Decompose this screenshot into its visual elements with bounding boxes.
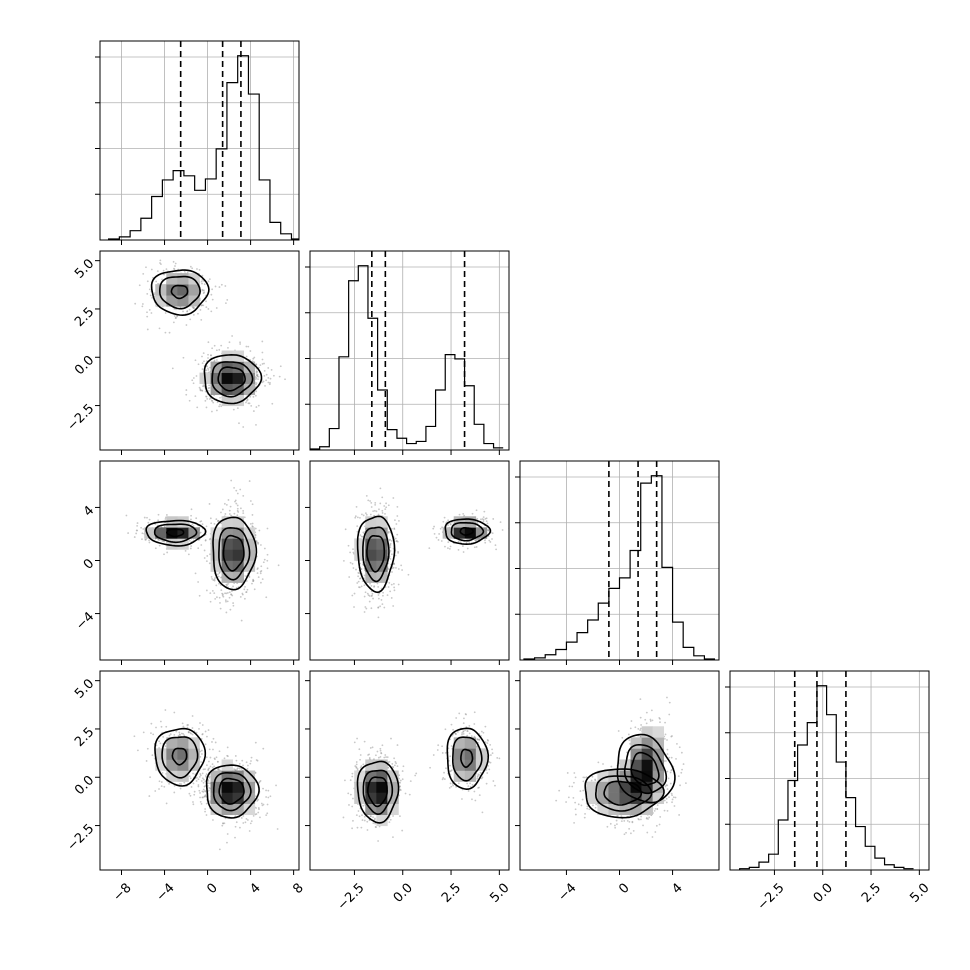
contour-1-0 [212, 516, 258, 591]
joint-panel-1-2 [309, 460, 510, 661]
y-tick-label: 0 [81, 556, 97, 572]
y-tick-label: −4 [73, 609, 97, 633]
joint-panel-0-2 [99, 460, 300, 661]
y-tick-label: 5.0 [72, 256, 97, 281]
joint-panel-2-3 [519, 670, 720, 871]
contour-1-1 [450, 522, 485, 542]
contour-0-2 [630, 751, 660, 787]
y-tick-label: 2.5 [72, 725, 97, 750]
contour-0-1 [362, 769, 394, 816]
x-tick-label: −4 [154, 881, 178, 905]
panel-frame [99, 40, 300, 241]
x-tick-label: −2.5 [755, 881, 788, 914]
contour-0-0 [154, 727, 207, 787]
hist-panel-0 [95, 40, 300, 241]
x-tick-label: 4 [669, 881, 685, 897]
x-tick-label: 4 [247, 881, 263, 897]
contour-1-0 [584, 768, 665, 819]
contour-0-2 [170, 284, 189, 300]
contour-1-0 [444, 518, 492, 546]
joint-panel-1-3 [309, 670, 510, 871]
y-tick-label: −2.5 [64, 401, 97, 434]
x-tick-label: 0.0 [811, 881, 836, 906]
contour-0-0 [145, 519, 207, 547]
contour-0-1 [362, 526, 390, 583]
contour-0-1 [159, 275, 201, 310]
x-tick-label: 5.0 [487, 881, 512, 906]
hist-panel-1 [305, 250, 510, 451]
contour-1-1 [452, 736, 483, 782]
joint-panel-0-3 [99, 670, 300, 871]
contour-1-2 [218, 777, 245, 805]
x-tick-label: −2.5 [335, 881, 368, 914]
x-tick-label: 0.0 [391, 881, 416, 906]
contour-1-0 [446, 727, 489, 791]
panel-frame [309, 250, 510, 451]
x-tick-label: 8 [290, 881, 306, 897]
histogram-2 [523, 475, 716, 660]
contour-1-1 [211, 361, 254, 398]
histogram-0 [108, 55, 299, 240]
hist-panel-2 [515, 460, 720, 661]
contour-1-0 [205, 764, 260, 819]
contour-0-2 [366, 776, 389, 808]
contour-0-2 [166, 528, 185, 538]
x-tick-label: 5.0 [907, 881, 932, 906]
contour-0-1 [623, 744, 668, 795]
x-tick-label: 0 [616, 881, 632, 897]
x-tick-label: 2.5 [439, 881, 464, 906]
contour-1-2 [603, 780, 643, 806]
contour-0-0 [356, 760, 400, 824]
contour-1-2 [217, 366, 246, 392]
x-tick-label: −8 [111, 881, 135, 905]
contour-1-2 [222, 534, 245, 572]
y-tick-label: 4 [81, 503, 97, 519]
panel-frame [99, 250, 300, 451]
panel-frame [99, 670, 300, 871]
contour-1-2 [459, 527, 474, 536]
contour-1-0 [203, 353, 263, 405]
contour-1-1 [594, 775, 653, 812]
histogram-1 [310, 265, 504, 450]
ticks-3-1: −2.5 0.0 2.5 5.0 [305, 680, 513, 914]
x-tick-label: −4 [555, 881, 579, 905]
ticks-3-3: −2.5 0.0 2.5 5.0 [755, 870, 933, 914]
hist-panel-3 [725, 670, 930, 871]
y-tick-label: 2.5 [72, 305, 97, 330]
ticks-2-1 [305, 506, 500, 665]
contour-0-1 [153, 523, 198, 544]
contour-0-2 [171, 747, 188, 766]
contour-0-0 [150, 269, 210, 317]
panel-frame [309, 670, 510, 871]
scatter-points [133, 709, 279, 851]
contour-1-1 [218, 526, 251, 581]
ticks-0-0 [121, 240, 295, 245]
x-tick-label: 2.5 [859, 881, 884, 906]
y-tick-label: 0.0 [72, 353, 97, 378]
panel-frame [729, 670, 930, 871]
contour-1-1 [212, 772, 252, 812]
histogram-3 [739, 685, 914, 870]
contour-0-1 [161, 736, 199, 779]
contour-1-2 [460, 748, 474, 769]
panel-frame [99, 460, 300, 661]
contour-0-0 [356, 515, 396, 594]
y-tick-label: −2.5 [64, 821, 97, 854]
y-tick-label: 0.0 [72, 773, 97, 798]
y-tick-label: 5.0 [72, 676, 97, 701]
density-cells [354, 516, 488, 583]
x-tick-label: 0 [204, 881, 220, 897]
ticks-1-1 [353, 450, 500, 455]
contour-0-2 [366, 535, 386, 573]
ticks-2-2 [565, 660, 674, 665]
joint-panel-0-1 [99, 250, 300, 451]
panel-frame [309, 460, 510, 661]
